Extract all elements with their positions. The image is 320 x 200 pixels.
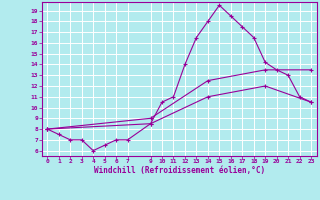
X-axis label: Windchill (Refroidissement éolien,°C): Windchill (Refroidissement éolien,°C) [94, 166, 265, 175]
